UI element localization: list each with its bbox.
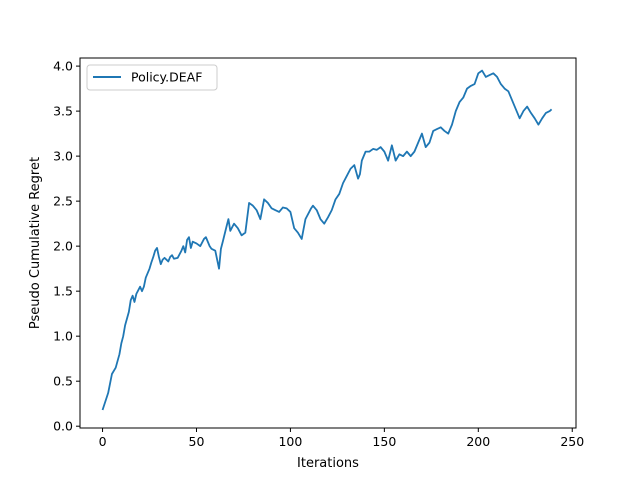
x-tick-label: 150 [372,434,396,449]
x-tick-label: 200 [466,434,490,449]
x-tick-label: 250 [560,434,584,449]
x-tick-label: 50 [189,434,205,449]
y-tick-label: 2.5 [53,194,73,209]
x-axis-label: Iterations [297,456,359,471]
series-line-policy-deaf [101,69,553,411]
x-tick-label: 100 [278,434,302,449]
y-tick-label: 1.5 [53,284,73,299]
legend-label-policy-deaf: Policy.DEAF [131,70,202,85]
axis-ticks: 0 50 100 150 200 250 0.0 0.5 1.0 1.5 2.0 2.5 3.0 3.5 4… [53,59,584,449]
legend-box [86,64,218,91]
x-tick-label: 0 [99,434,107,449]
y-tick-label: 0.0 [53,419,73,434]
y-tick-label: 2.0 [53,239,73,254]
axes-frame [79,57,577,429]
y-axis-label: Pseudo Cumulative Regret [28,157,43,329]
plot-area [101,69,553,411]
legend: Policy.DEAF [86,64,218,91]
y-tick-label: 3.5 [53,104,73,119]
y-tick-label: 0.5 [53,374,73,389]
y-tick-label: 3.0 [53,149,73,164]
y-tick-label: 1.0 [53,329,73,344]
y-tick-label: 4.0 [53,59,73,74]
